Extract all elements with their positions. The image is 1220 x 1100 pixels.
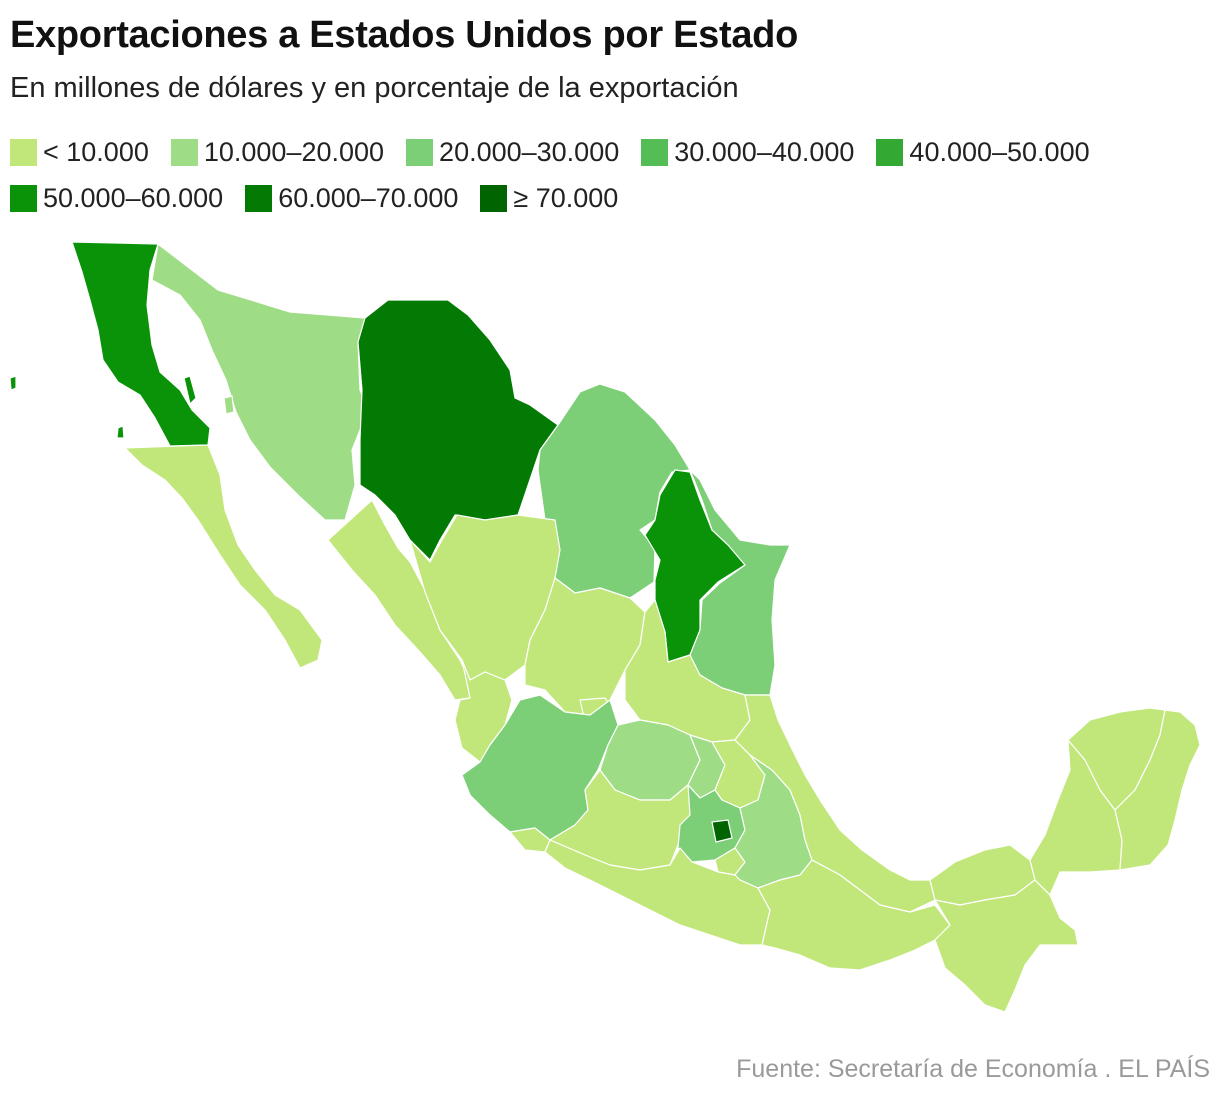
mexico-map [9,241,1201,1013]
legend-label: 40.000–50.000 [909,136,1090,167]
legend-item: 40.000–50.000 [876,136,1090,168]
legend-item: 20.000–30.000 [406,136,619,168]
island-tiburon [223,395,235,415]
legend-swatch [876,138,904,166]
state-quintana-roo[interactable] [1114,709,1201,871]
legend-swatch [245,184,273,212]
legend-swatch [10,184,37,212]
state-baja-california-sur[interactable] [124,444,323,669]
legend-item: 30.000–40.000 [641,136,854,168]
island-cedros [116,425,125,439]
state-chiapas[interactable] [934,879,1079,1013]
source-note: Fuente: Secretaría de Economía . EL PAÍS [736,1055,1210,1083]
legend-swatch [641,138,669,166]
legend-label: ≥ 70.000 [513,182,619,213]
legend-label: < 10.000 [43,136,149,167]
state-guerrero[interactable] [544,839,771,946]
island-angel-de-la-guarda [183,375,197,405]
state-ciudad-de-mexico[interactable] [711,819,733,843]
legend-label: 60.000–70.000 [278,182,459,213]
page-subtitle: En millones de dólares y en porcentaje d… [10,72,739,104]
page-title: Exportaciones a Estados Unidos por Estad… [10,14,798,56]
legend-label: 20.000–30.000 [439,136,620,167]
legend-item: 10.000–20.000 [170,136,385,168]
island-isla-guadalupe [9,375,17,391]
legend-swatch [480,184,508,212]
legend-item: 60.000–70.000 [245,182,458,214]
legend-label: 30.000–40.000 [674,136,855,167]
legend-item: < 10.000 [10,136,149,168]
legend: < 10.000 10.000–20.000 20.000–30.000 30.… [10,136,1210,214]
legend-label: 10.000–20.000 [203,136,385,167]
legend-swatch [10,138,37,166]
legend-swatch [170,138,198,166]
legend-item: ≥ 70.000 [480,182,618,214]
legend-label: 50.000–60.000 [43,182,224,213]
legend-item: 50.000–60.000 [10,182,223,214]
legend-swatch [406,138,434,166]
